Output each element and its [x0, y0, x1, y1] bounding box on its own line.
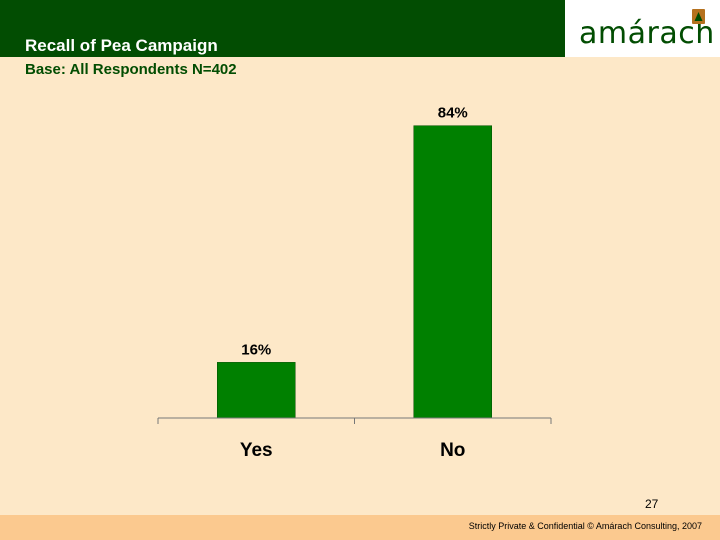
- slide-subtitle: Base: All Respondents N=402: [25, 61, 237, 78]
- data-label: 84%: [438, 105, 468, 122]
- bar-yes: [217, 362, 296, 419]
- category-label: Yes: [240, 440, 273, 461]
- category-label: No: [440, 440, 465, 461]
- bar-no: [413, 125, 492, 419]
- page-number: 27: [645, 497, 659, 511]
- slide-title: Recall of Pea Campaign: [25, 36, 218, 55]
- header-bar: [0, 0, 565, 57]
- footer-text: Strictly Private & Confidential © Amárac…: [468, 521, 702, 531]
- data-label: 16%: [241, 341, 271, 358]
- amarach-logo-icon: [692, 9, 705, 24]
- footer-bar: [0, 515, 720, 540]
- amarach-logo: amárach: [579, 16, 715, 51]
